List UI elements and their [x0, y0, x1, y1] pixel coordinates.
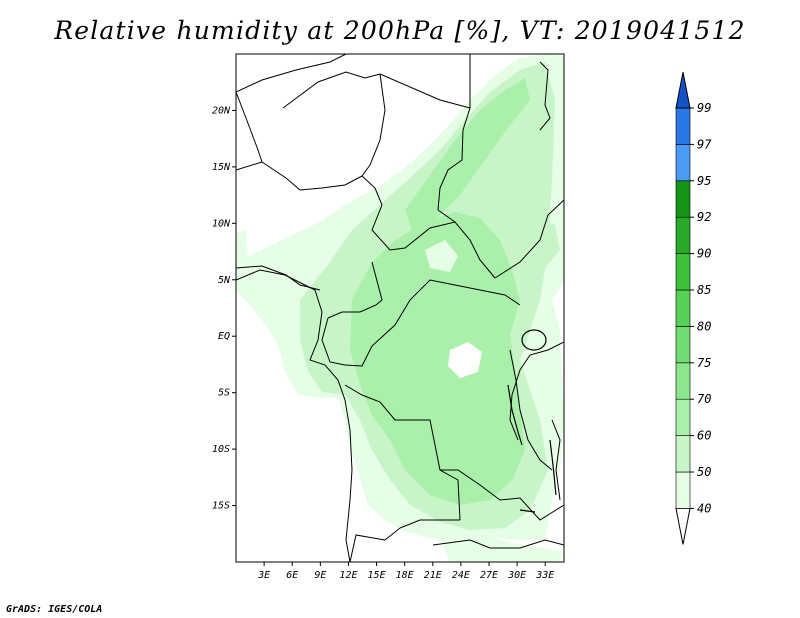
lat-tick-label: 15S	[212, 501, 230, 512]
lake-malawi	[549, 439, 557, 496]
colorbar-bin	[675, 253, 691, 291]
lon-tick-label: 27E	[480, 570, 498, 581]
colorbar-bin	[675, 398, 691, 436]
colorbar-label: 97	[697, 137, 712, 151]
colorbar-bin	[675, 216, 691, 254]
lat-tick-label: 10S	[212, 444, 230, 455]
map-title: Relative humidity at 200hPa [%], VT: 201…	[54, 16, 746, 45]
humidity-shading	[236, 54, 564, 562]
lon-tick-label: 3E	[257, 570, 270, 581]
lakes	[507, 329, 557, 513]
colorbar-bin	[675, 180, 691, 218]
colorbar-label: 99	[697, 101, 711, 115]
humidity-field-east	[500, 215, 560, 268]
lat-tick-label: 15N	[212, 162, 231, 173]
colorbar-label: 50	[697, 465, 711, 479]
lon-tick-label: 6E	[286, 570, 298, 581]
lon-tick-label: 30E	[507, 570, 526, 581]
colorbar-label: 90	[697, 247, 711, 261]
lake-tanganyika	[507, 384, 523, 446]
humidity-field-core	[350, 212, 525, 505]
colorbar-label: 92	[697, 210, 711, 224]
colorbar-label: 60	[697, 429, 711, 443]
colorbar-label: 95	[697, 174, 711, 188]
colorbar-bin	[675, 326, 691, 364]
lat-tick-label: 5S	[218, 388, 230, 399]
lon-tick-label: 21E	[424, 570, 442, 581]
lon-tick-label: 9E	[314, 570, 326, 581]
colorbar-bin	[675, 107, 691, 145]
colorbar-bin	[675, 507, 691, 545]
lat-tick-label: 5N	[218, 275, 231, 286]
lon-tick-label: 33E	[535, 570, 554, 581]
lon-tick-label: 15E	[368, 570, 386, 581]
colorbar-label: 85	[697, 283, 711, 297]
map-frame	[235, 53, 565, 563]
colorbar-bin	[675, 471, 691, 509]
lake-kariba	[519, 509, 536, 513]
dry-pocket-1	[448, 342, 482, 378]
colorbar-label: 80	[697, 319, 711, 333]
lat-tick-label: 20N	[212, 105, 231, 116]
colorbar-bin	[675, 362, 691, 400]
lat-tick-label: 10N	[212, 218, 231, 229]
colorbar: 40 50 60 70 75 80 85 90 92 95 97 99	[675, 71, 712, 545]
dry-pocket-2	[425, 240, 458, 272]
country-boundaries	[236, 54, 564, 562]
lon-tick-label: 12E	[339, 570, 357, 581]
colorbar-label: 70	[697, 392, 711, 406]
lake-victoria	[521, 329, 547, 351]
lon-tick-label: 18E	[396, 570, 414, 581]
colorbar-bin	[675, 289, 691, 327]
colorbar-bin	[675, 71, 691, 109]
colorbar-label: 75	[697, 356, 711, 370]
colorbar-bin	[675, 435, 691, 473]
longitude-ticks: 3E 6E 9E 12E 15E 18E 21E 24E 27E 30E 33E	[257, 562, 554, 581]
latitude-ticks: 20N 15N 10N 5N EQ 5S 10S 15S	[212, 105, 236, 512]
grads-credit: GrADS: IGES/COLA	[6, 604, 103, 615]
coastline	[236, 61, 561, 562]
lon-tick-label: 24E	[452, 570, 470, 581]
colorbar-label: 40	[697, 501, 711, 515]
humidity-field-west	[236, 230, 248, 268]
lat-tick-label: EQ	[218, 331, 230, 342]
colorbar-bin	[675, 144, 691, 182]
humidity-field-band	[405, 78, 530, 230]
